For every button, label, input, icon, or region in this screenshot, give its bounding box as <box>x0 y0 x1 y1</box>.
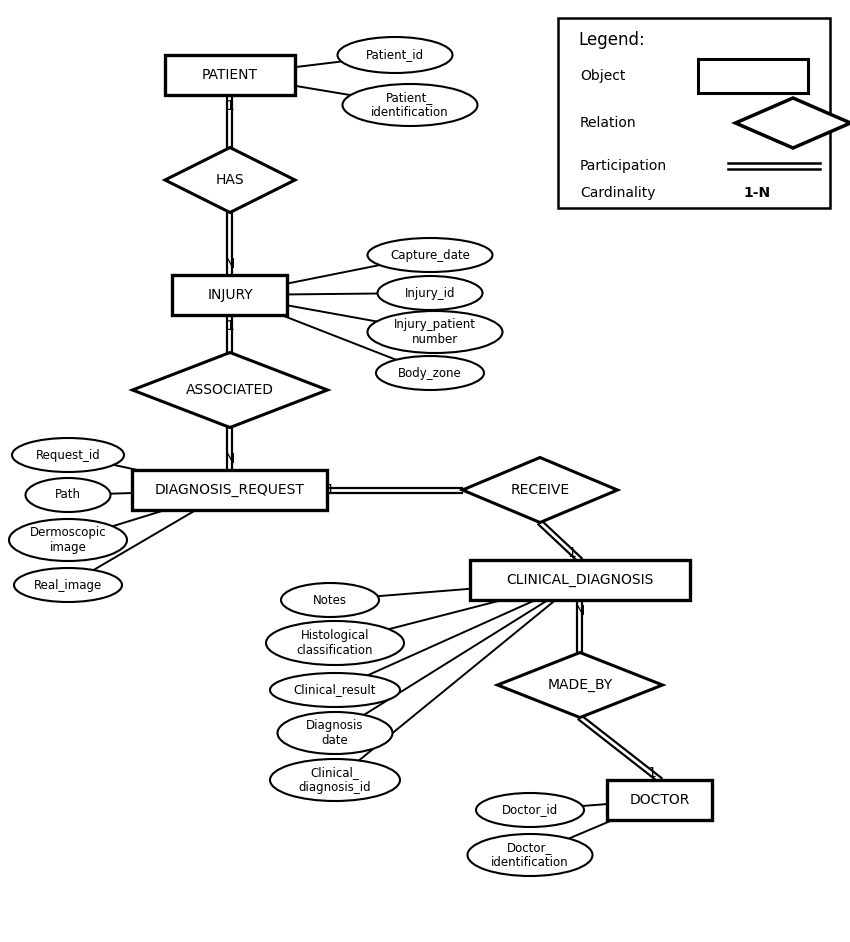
Ellipse shape <box>468 834 592 876</box>
Polygon shape <box>497 653 662 718</box>
Text: 1: 1 <box>326 483 335 497</box>
Text: Capture_date: Capture_date <box>390 249 470 262</box>
Ellipse shape <box>377 276 483 310</box>
Text: RECEIVE: RECEIVE <box>511 483 570 497</box>
Polygon shape <box>165 148 295 213</box>
Ellipse shape <box>281 583 379 617</box>
Bar <box>133 470 327 510</box>
Ellipse shape <box>14 568 122 602</box>
Bar <box>558 18 830 208</box>
Text: Histological
classification: Histological classification <box>297 629 373 657</box>
Ellipse shape <box>270 673 400 707</box>
Text: Body_zone: Body_zone <box>398 366 462 380</box>
Text: 1: 1 <box>568 545 576 560</box>
Bar <box>698 59 808 93</box>
Text: Clinical_
diagnosis_id: Clinical_ diagnosis_id <box>298 766 371 794</box>
Ellipse shape <box>476 793 584 827</box>
Text: CLINICAL_DIAGNOSIS: CLINICAL_DIAGNOSIS <box>507 573 654 587</box>
Text: Request_id: Request_id <box>36 448 100 462</box>
Text: Patient_
identification: Patient_ identification <box>371 91 449 119</box>
Text: Real_image: Real_image <box>34 578 102 592</box>
Text: DOCTOR: DOCTOR <box>630 793 690 807</box>
Text: Doctor_
identification: Doctor_ identification <box>491 841 569 869</box>
Ellipse shape <box>343 84 478 126</box>
Text: Injury_patient
number: Injury_patient number <box>394 318 476 346</box>
Ellipse shape <box>376 356 484 390</box>
Text: Doctor_id: Doctor_id <box>502 804 558 817</box>
Polygon shape <box>133 352 327 428</box>
Text: HAS: HAS <box>216 173 244 187</box>
Text: Path: Path <box>55 489 81 501</box>
Ellipse shape <box>26 478 110 512</box>
Text: Notes: Notes <box>313 593 347 607</box>
Text: N: N <box>575 604 585 618</box>
Ellipse shape <box>367 238 492 272</box>
Bar <box>165 55 295 95</box>
Text: N: N <box>224 452 235 466</box>
Text: 1: 1 <box>647 767 656 780</box>
Text: Patient_id: Patient_id <box>366 48 424 61</box>
Text: 1: 1 <box>225 99 235 113</box>
Polygon shape <box>462 458 617 523</box>
Text: Clinical_result: Clinical_result <box>294 684 377 696</box>
Text: PATIENT: PATIENT <box>202 68 258 82</box>
Bar <box>173 275 287 315</box>
Ellipse shape <box>367 311 502 353</box>
Ellipse shape <box>9 519 127 561</box>
Text: Object: Object <box>580 69 626 83</box>
Text: 1: 1 <box>225 318 235 333</box>
Bar <box>608 780 712 820</box>
Ellipse shape <box>277 712 393 754</box>
Ellipse shape <box>270 759 400 801</box>
Text: 1-N: 1-N <box>743 186 770 200</box>
Text: N: N <box>224 257 235 271</box>
Text: Cardinality: Cardinality <box>580 186 655 200</box>
Text: Diagnosis
date: Diagnosis date <box>306 719 364 747</box>
Polygon shape <box>735 98 850 148</box>
Text: Injury_id: Injury_id <box>405 286 456 300</box>
Ellipse shape <box>337 37 452 73</box>
Text: ASSOCIATED: ASSOCIATED <box>186 383 274 397</box>
Text: Participation: Participation <box>580 159 667 173</box>
Text: Dermoscopic
image: Dermoscopic image <box>30 526 106 554</box>
Ellipse shape <box>12 438 124 472</box>
Text: Relation: Relation <box>580 116 637 130</box>
Bar <box>470 560 690 600</box>
Text: INJURY: INJURY <box>207 288 252 302</box>
Text: MADE_BY: MADE_BY <box>547 678 613 692</box>
Text: Legend:: Legend: <box>578 31 645 49</box>
Text: DIAGNOSIS_REQUEST: DIAGNOSIS_REQUEST <box>155 483 305 497</box>
Ellipse shape <box>266 621 404 665</box>
